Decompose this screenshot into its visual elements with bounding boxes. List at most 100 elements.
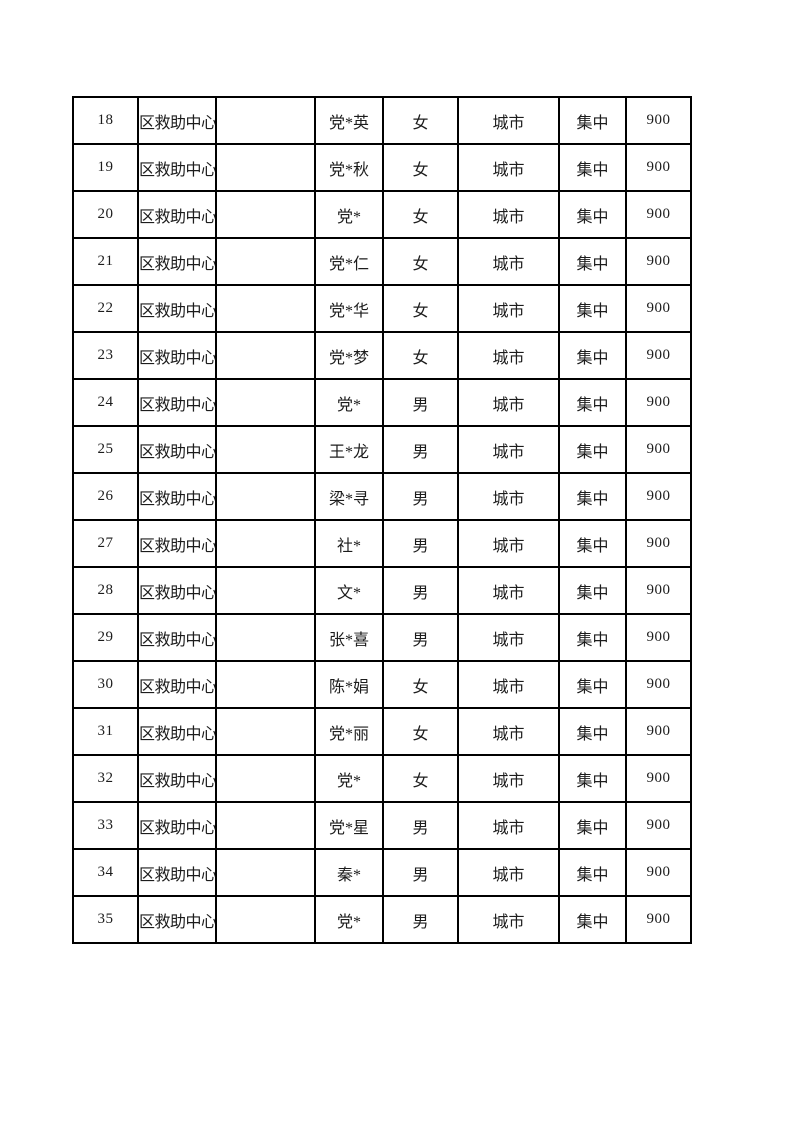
- cell-blank: [215, 519, 316, 568]
- cell-gender: 女: [382, 331, 459, 380]
- cell-org: 区救助中心: [137, 754, 217, 803]
- cell-name: 秦*: [314, 848, 384, 897]
- cell-region: 城市: [457, 284, 560, 333]
- table-row: 34 区救助中心 秦* 男城市 集中 900: [72, 848, 692, 897]
- cell-mode: 集中: [558, 660, 627, 709]
- cell-seq: 20: [72, 190, 139, 239]
- cell-amount: 900: [625, 848, 692, 897]
- cell-gender: 男: [382, 378, 459, 427]
- cell-amount: 900: [625, 754, 692, 803]
- cell-mode: 集中: [558, 895, 627, 944]
- cell-org: 区救助中心: [137, 96, 217, 145]
- cell-mode: 集中: [558, 284, 627, 333]
- cell-region: 城市: [457, 566, 560, 615]
- cell-name: 党*: [314, 895, 384, 944]
- cell-amount: 900: [625, 472, 692, 521]
- cell-region: 城市: [457, 660, 560, 709]
- cell-org: 区救助中心: [137, 378, 217, 427]
- cell-region: 城市: [457, 143, 560, 192]
- cell-region: 城市: [457, 378, 560, 427]
- cell-blank: [215, 660, 316, 709]
- cell-gender: 女: [382, 754, 459, 803]
- cell-org: 区救助中心: [137, 566, 217, 615]
- cell-blank: [215, 754, 316, 803]
- table-row: 35 区救助中心 党* 男城市 集中 900: [72, 895, 692, 944]
- cell-region: 城市: [457, 754, 560, 803]
- cell-gender: 女: [382, 190, 459, 239]
- cell-name: 党*英: [314, 96, 384, 145]
- cell-amount: 900: [625, 190, 692, 239]
- cell-name: 社*: [314, 519, 384, 568]
- cell-org: 区救助中心: [137, 472, 217, 521]
- cell-name: 王*龙: [314, 425, 384, 474]
- cell-blank: [215, 237, 316, 286]
- cell-amount: 900: [625, 566, 692, 615]
- cell-gender: 男: [382, 801, 459, 850]
- cell-mode: 集中: [558, 96, 627, 145]
- table-row: 27 区救助中心 社* 男城市 集中 900: [72, 519, 692, 568]
- cell-region: 城市: [457, 96, 560, 145]
- cell-gender: 女: [382, 284, 459, 333]
- cell-org: 区救助中心: [137, 707, 217, 756]
- cell-gender: 女: [382, 707, 459, 756]
- cell-gender: 女: [382, 237, 459, 286]
- cell-amount: 900: [625, 378, 692, 427]
- cell-blank: [215, 331, 316, 380]
- cell-seq: 29: [72, 613, 139, 662]
- cell-gender: 男: [382, 472, 459, 521]
- cell-name: 党*: [314, 378, 384, 427]
- cell-mode: 集中: [558, 566, 627, 615]
- cell-seq: 34: [72, 848, 139, 897]
- cell-mode: 集中: [558, 801, 627, 850]
- cell-mode: 集中: [558, 237, 627, 286]
- cell-org: 区救助中心: [137, 190, 217, 239]
- table-row: 20 区救助中心 党* 女城市 集中 900: [72, 190, 692, 239]
- cell-seq: 24: [72, 378, 139, 427]
- table-row: 24 区救助中心 党* 男城市 集中 900: [72, 378, 692, 427]
- table-row: 32 区救助中心 党* 女城市 集中 900: [72, 754, 692, 803]
- cell-mode: 集中: [558, 754, 627, 803]
- cell-name: 文*: [314, 566, 384, 615]
- cell-gender: 男: [382, 425, 459, 474]
- cell-org: 区救助中心: [137, 895, 217, 944]
- cell-mode: 集中: [558, 378, 627, 427]
- cell-name: 党*梦: [314, 331, 384, 380]
- cell-mode: 集中: [558, 707, 627, 756]
- cell-region: 城市: [457, 613, 560, 662]
- cell-gender: 女: [382, 96, 459, 145]
- cell-org: 区救助中心: [137, 660, 217, 709]
- cell-region: 城市: [457, 801, 560, 850]
- cell-gender: 男: [382, 566, 459, 615]
- cell-name: 党*秋: [314, 143, 384, 192]
- cell-blank: [215, 848, 316, 897]
- cell-blank: [215, 472, 316, 521]
- cell-blank: [215, 566, 316, 615]
- cell-org: 区救助中心: [137, 519, 217, 568]
- cell-name: 党*仁: [314, 237, 384, 286]
- cell-amount: 900: [625, 801, 692, 850]
- cell-blank: [215, 613, 316, 662]
- cell-amount: 900: [625, 425, 692, 474]
- cell-amount: 900: [625, 331, 692, 380]
- beneficiary-table: 18 区救助中心 党*英女城市 集中 900 19 区救助中心 党*秋女城市 集中 900 20 区救…: [72, 96, 692, 944]
- table-row: 21 区救助中心 党*仁女城市 集中 900: [72, 237, 692, 286]
- cell-name: 党*丽: [314, 707, 384, 756]
- cell-gender: 女: [382, 660, 459, 709]
- cell-amount: 900: [625, 143, 692, 192]
- cell-amount: 900: [625, 237, 692, 286]
- cell-seq: 33: [72, 801, 139, 850]
- cell-gender: 男: [382, 613, 459, 662]
- table-row: 31 区救助中心 党*丽女城市 集中 900: [72, 707, 692, 756]
- cell-blank: [215, 801, 316, 850]
- cell-region: 城市: [457, 707, 560, 756]
- cell-region: 城市: [457, 848, 560, 897]
- cell-amount: 900: [625, 613, 692, 662]
- cell-blank: [215, 284, 316, 333]
- cell-seq: 23: [72, 331, 139, 380]
- cell-blank: [215, 190, 316, 239]
- cell-region: 城市: [457, 331, 560, 380]
- table-row: 30 区救助中心 陈*娟女城市 集中 900: [72, 660, 692, 709]
- cell-mode: 集中: [558, 613, 627, 662]
- cell-org: 区救助中心: [137, 425, 217, 474]
